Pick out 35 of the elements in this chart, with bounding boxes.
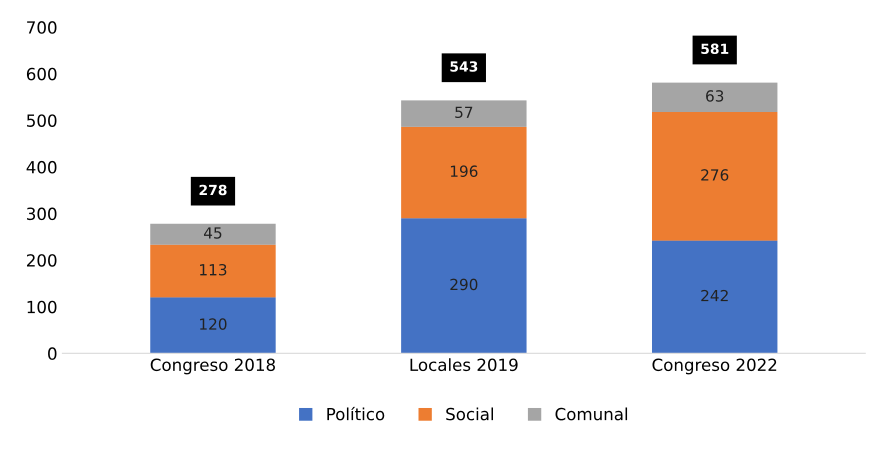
data-label: 63: [706, 90, 724, 102]
bar: [401, 100, 527, 127]
legend-label: Comunal: [556, 407, 628, 420]
y-tick-label: 0: [48, 347, 56, 360]
y-tick-label: 300: [27, 208, 56, 220]
data-label: 113: [200, 264, 226, 276]
bar: [150, 224, 276, 245]
legend-label: Social: [446, 407, 494, 420]
data-label: 242: [701, 290, 728, 302]
y-tick-label: 700: [27, 21, 56, 34]
bar: [150, 244, 276, 298]
bar: [150, 297, 276, 354]
x-tick-label: Congreso 2022: [652, 358, 776, 374]
data-label: 45: [204, 227, 222, 239]
bar: [401, 218, 527, 354]
y-tick-label: 500: [27, 114, 56, 127]
x-tick-label: Congreso 2018: [150, 358, 275, 374]
x-tick-label: Locales 2019: [410, 358, 518, 372]
y-tick-label: 600: [26, 68, 56, 80]
y-tick-label: 100: [28, 300, 56, 314]
y-tick-label: 400: [26, 160, 56, 174]
data-label: 57: [455, 106, 472, 118]
bar: [652, 82, 778, 112]
total-label: 543: [450, 61, 478, 72]
bar: [401, 126, 527, 218]
bar: [652, 112, 778, 241]
data-label: 290: [450, 278, 478, 290]
legend-label: Político: [327, 406, 384, 420]
data-label: 120: [200, 318, 227, 330]
total-label: 278: [200, 184, 227, 196]
data-label: 196: [450, 165, 478, 177]
y-tick-label: 200: [26, 254, 56, 267]
data-label: 276: [701, 169, 728, 181]
bar: [652, 240, 778, 354]
total-label: 581: [701, 44, 728, 54]
